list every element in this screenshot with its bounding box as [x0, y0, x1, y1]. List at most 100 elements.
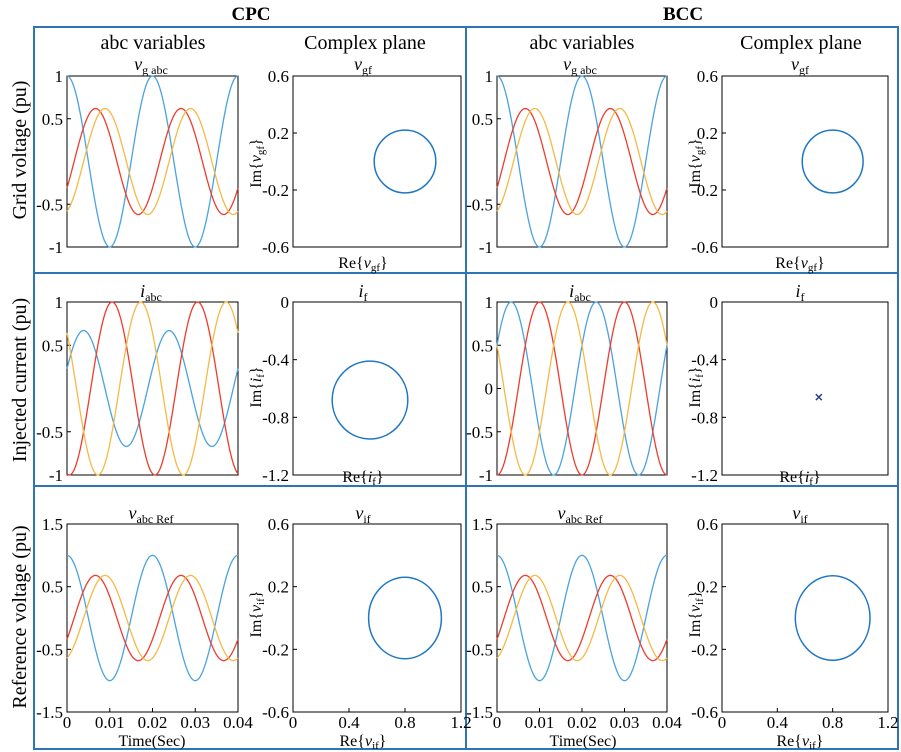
im-subscript: if — [694, 598, 706, 605]
im-suffix: } — [687, 591, 704, 599]
re-symbol: v — [802, 733, 810, 750]
y-tick-label: 0.6 — [697, 515, 718, 534]
im-symbol: v — [248, 604, 265, 612]
y-tick-label: -0.2 — [262, 640, 289, 659]
ylabel-bcc-if: Im{if} — [687, 366, 706, 407]
im-subscript: f — [694, 374, 706, 378]
axes-box — [721, 75, 889, 248]
title-symbol: v — [129, 503, 137, 523]
xlabel-bcc-vif: Re{vif} — [777, 733, 824, 752]
axes-box — [721, 301, 889, 476]
y-tick-label: -0.6 — [262, 238, 289, 257]
operating-point-marker — [815, 393, 823, 401]
title-subscript: abc Ref — [137, 512, 174, 526]
y-tick-label: 0.2 — [268, 578, 289, 597]
chart-cpc-vgf: 0.6 0.2 -0.2 -0.6 — [262, 67, 462, 257]
re-prefix: Re{ — [342, 469, 367, 486]
axes-box — [292, 301, 462, 476]
title-cpc-if: if — [358, 281, 367, 304]
title-symbol: v — [354, 54, 362, 74]
y-tick-label: 1 — [485, 293, 494, 312]
im-suffix: } — [687, 138, 704, 146]
title-subscript: f — [364, 290, 368, 304]
title-cpc-vabc-ref: vabc Ref — [129, 503, 174, 526]
im-prefix: Im{ — [248, 162, 265, 187]
y-tick-label: 0.6 — [268, 67, 289, 86]
im-prefix: Im{ — [687, 162, 704, 187]
series-line-1 — [496, 554, 668, 682]
im-subscript: f — [255, 374, 267, 378]
row-label-injected-current: Injected current (pu) — [9, 298, 31, 462]
x-tick-label: 0.8 — [394, 713, 415, 732]
y-tick-label: 0.2 — [697, 124, 718, 143]
y-tick-label: 0.6 — [697, 67, 718, 86]
x-tick-label: 1.2 — [877, 713, 898, 732]
series-line-2 — [66, 107, 239, 216]
x-tick-label: 0 — [493, 713, 502, 732]
xlabel-time-cpc: Time(Sec) — [119, 733, 186, 750]
y-tick-label: 0 — [281, 293, 290, 312]
x-tick-label: 0.02 — [138, 713, 168, 732]
chart-bcc-vif: 0.6 0.2 -0.2 -0.60 0.4 0.8 1.2 — [691, 515, 899, 732]
series-line-2 — [66, 301, 239, 476]
re-prefix: Re{ — [777, 733, 802, 750]
re-prefix: Re{ — [338, 255, 363, 272]
trajectory-circle — [794, 574, 871, 662]
y-tick-label: -0.4 — [691, 351, 718, 370]
re-symbol: i — [368, 469, 372, 486]
chart-cpc-if: 0 -0.4 -0.8 -1.2 — [262, 293, 462, 485]
y-tick-label: -0.6 — [691, 238, 718, 257]
ylabel-bcc-vif: Im{vif} — [687, 591, 706, 638]
re-subscript: gf — [371, 262, 381, 274]
title-cpc-vif: vif — [355, 503, 370, 526]
y-tick-label: -1 — [49, 466, 63, 485]
im-subscript: gf — [255, 146, 267, 156]
y-tick-label: -1.2 — [262, 466, 289, 485]
x-tick-label: 0 — [63, 713, 72, 732]
y-tick-label: 0.5 — [472, 578, 493, 597]
trajectory-circle — [331, 360, 409, 440]
title-symbol: v — [563, 54, 571, 74]
im-suffix: } — [248, 366, 265, 374]
marker-stroke — [815, 393, 823, 401]
x-tick-label: 0.4 — [338, 713, 360, 732]
title-symbol: v — [134, 54, 142, 74]
im-subscript: if — [255, 598, 267, 605]
ylabel-cpc-if: Im{if} — [248, 366, 267, 407]
y-tick-label: -0.5 — [36, 640, 63, 659]
re-suffix: } — [379, 733, 387, 750]
y-tick-label: -0.5 — [466, 195, 493, 214]
y-tick-label: -0.5 — [36, 195, 63, 214]
re-symbol: v — [801, 255, 809, 272]
re-subscript: if — [809, 740, 816, 752]
xlabel-bcc-vgf: Re{vgf} — [775, 255, 824, 274]
y-tick-label: 1 — [55, 67, 64, 86]
x-tick-label: 0.01 — [95, 713, 125, 732]
re-prefix: Re{ — [779, 469, 804, 486]
title-subscript: if — [363, 512, 370, 526]
y-tick-label: -1.2 — [691, 466, 718, 485]
x-tick-label: 0 — [718, 713, 727, 732]
y-tick-label: -0.4 — [262, 351, 289, 370]
title-symbol: i — [795, 281, 800, 301]
title-subscript: f — [801, 290, 805, 304]
chart-bcc-if: 0 -0.4 -0.8 -1.2 — [691, 293, 889, 485]
title-bcc-if: if — [795, 281, 804, 304]
y-tick-label: 1.5 — [472, 515, 493, 534]
row-label-grid-voltage: Grid voltage (pu) — [9, 81, 31, 220]
axes-box — [292, 523, 462, 713]
re-prefix: Re{ — [775, 255, 800, 272]
re-subscript: gf — [808, 262, 818, 274]
im-symbol: v — [687, 604, 704, 612]
re-subscript: if — [372, 740, 379, 752]
y-tick-label: -1 — [479, 238, 493, 257]
x-tick-label: 0.01 — [525, 713, 555, 732]
y-tick-label: 0.5 — [472, 110, 493, 129]
title-subscript: g abc — [142, 63, 168, 77]
subheading-complex-bcc: Complex plane — [740, 32, 862, 54]
ylabel-cpc-vif: Im{vif} — [248, 591, 267, 638]
xlabel-cpc-if: Re{if} — [342, 469, 383, 488]
chart-cpc-vif: 0.6 0.2 -0.2 -0.60 0.4 0.8 1.2 — [262, 515, 472, 732]
re-suffix: } — [376, 469, 384, 486]
